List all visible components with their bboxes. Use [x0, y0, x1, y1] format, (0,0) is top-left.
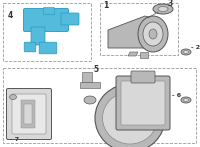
Ellipse shape [102, 92, 158, 144]
Polygon shape [80, 82, 100, 88]
FancyBboxPatch shape [6, 88, 52, 140]
Polygon shape [140, 52, 148, 58]
Text: - 2: - 2 [191, 45, 200, 50]
FancyBboxPatch shape [24, 42, 36, 52]
Ellipse shape [95, 84, 165, 147]
Ellipse shape [181, 49, 191, 55]
FancyBboxPatch shape [39, 42, 57, 54]
Bar [3, 68, 196, 143]
Text: 3: 3 [168, 0, 173, 8]
Polygon shape [128, 52, 138, 56]
Ellipse shape [84, 96, 96, 104]
Ellipse shape [138, 16, 168, 52]
FancyBboxPatch shape [44, 7, 54, 15]
Text: - 6: - 6 [172, 93, 181, 98]
FancyBboxPatch shape [12, 94, 46, 134]
Text: 1: 1 [103, 1, 108, 10]
FancyBboxPatch shape [121, 81, 165, 125]
Ellipse shape [184, 51, 188, 54]
Bar [3, 3, 91, 61]
Ellipse shape [153, 4, 173, 14]
Ellipse shape [143, 22, 163, 46]
Ellipse shape [184, 98, 188, 101]
Ellipse shape [120, 109, 140, 127]
Ellipse shape [149, 29, 157, 39]
Ellipse shape [181, 97, 191, 103]
Ellipse shape [10, 95, 16, 100]
Text: - 7: - 7 [10, 137, 19, 142]
Polygon shape [108, 16, 160, 48]
FancyBboxPatch shape [131, 71, 155, 83]
Polygon shape [24, 104, 32, 124]
Polygon shape [21, 100, 35, 128]
Polygon shape [82, 72, 92, 82]
Text: 4: 4 [8, 11, 13, 20]
Text: 5: 5 [93, 65, 99, 74]
FancyBboxPatch shape [61, 13, 79, 25]
FancyBboxPatch shape [116, 76, 170, 130]
FancyBboxPatch shape [24, 9, 68, 31]
Bar [100, 3, 178, 55]
FancyBboxPatch shape [31, 27, 45, 45]
Ellipse shape [158, 6, 168, 11]
